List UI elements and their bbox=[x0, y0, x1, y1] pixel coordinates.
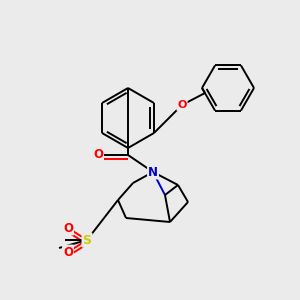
Text: S: S bbox=[63, 239, 64, 240]
Text: O: O bbox=[93, 148, 103, 161]
Text: O: O bbox=[63, 221, 73, 235]
Text: O: O bbox=[63, 245, 73, 259]
Text: O: O bbox=[177, 100, 187, 110]
Text: N: N bbox=[148, 166, 158, 178]
Text: S: S bbox=[82, 233, 91, 247]
